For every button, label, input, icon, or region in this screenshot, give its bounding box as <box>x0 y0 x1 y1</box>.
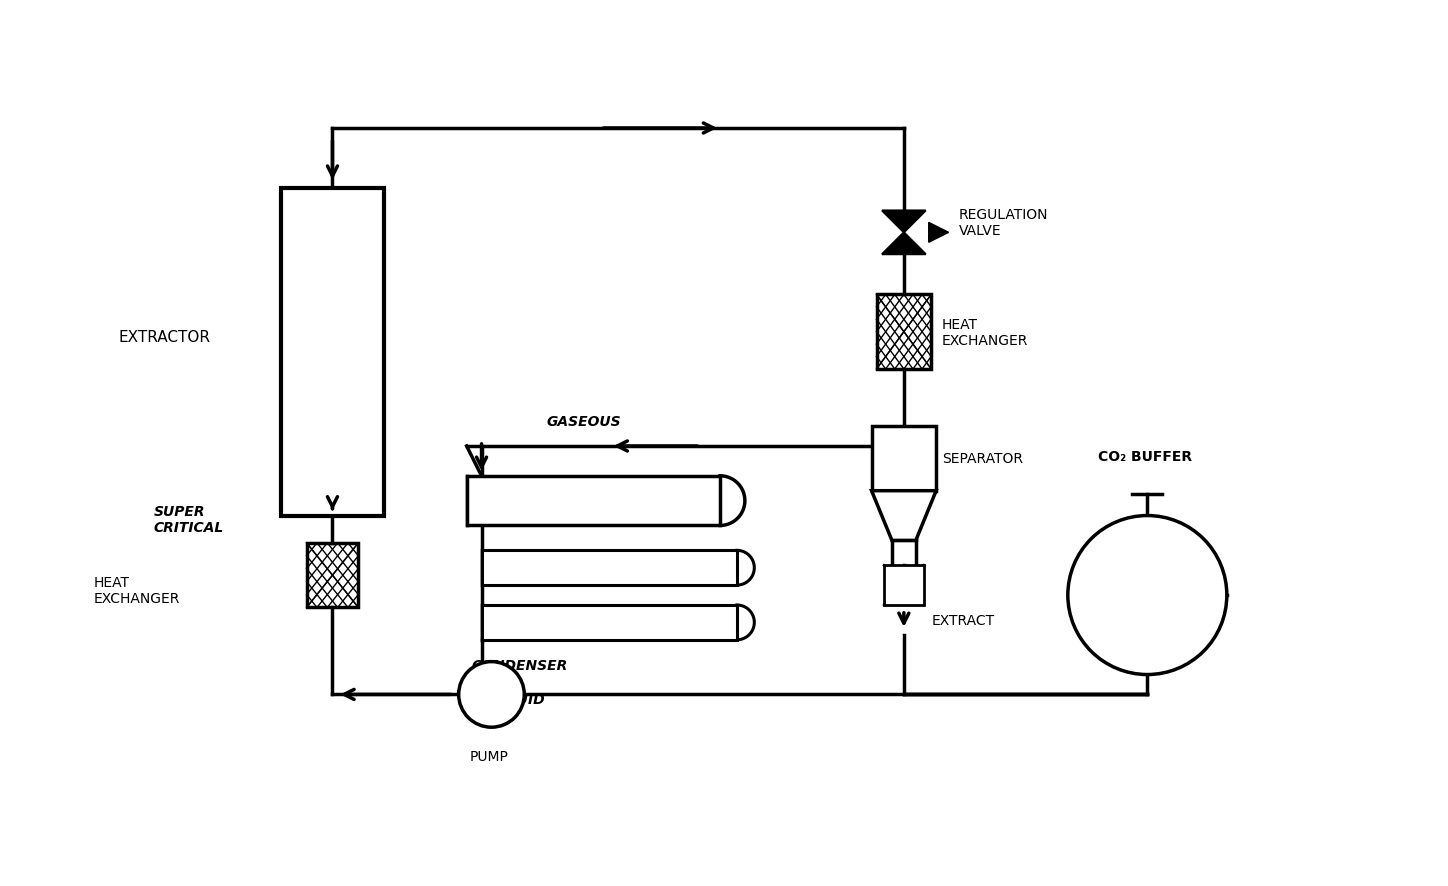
Bar <box>482 551 737 586</box>
Text: SUPER
CRITICAL: SUPER CRITICAL <box>153 505 224 535</box>
Text: CONDENSER: CONDENSER <box>472 658 568 672</box>
Bar <box>883 565 924 605</box>
Circle shape <box>1067 516 1226 675</box>
Bar <box>876 295 931 369</box>
Text: GASEOUS: GASEOUS <box>546 415 621 429</box>
Polygon shape <box>882 211 925 233</box>
Text: LIQUID: LIQUID <box>491 693 544 706</box>
Bar <box>482 605 737 640</box>
Text: HEAT
EXCHANGER: HEAT EXCHANGER <box>94 575 181 605</box>
Polygon shape <box>720 477 744 526</box>
Bar <box>281 189 384 516</box>
Bar <box>466 477 720 526</box>
Circle shape <box>459 662 524 727</box>
Text: REGULATION
VALVE: REGULATION VALVE <box>959 208 1048 238</box>
Text: SEPARATOR: SEPARATOR <box>941 452 1022 466</box>
Text: EXTRACT: EXTRACT <box>931 613 995 627</box>
Text: CO₂ BUFFER: CO₂ BUFFER <box>1098 449 1192 463</box>
Bar <box>307 543 358 608</box>
Polygon shape <box>928 223 948 243</box>
Polygon shape <box>872 491 937 540</box>
Text: HEAT
EXCHANGER: HEAT EXCHANGER <box>941 317 1028 347</box>
Text: EXTRACTOR: EXTRACTOR <box>119 330 211 345</box>
Text: PUMP: PUMP <box>469 750 508 763</box>
Polygon shape <box>737 551 754 586</box>
Polygon shape <box>737 605 754 640</box>
Bar <box>872 427 937 491</box>
Polygon shape <box>882 233 925 255</box>
